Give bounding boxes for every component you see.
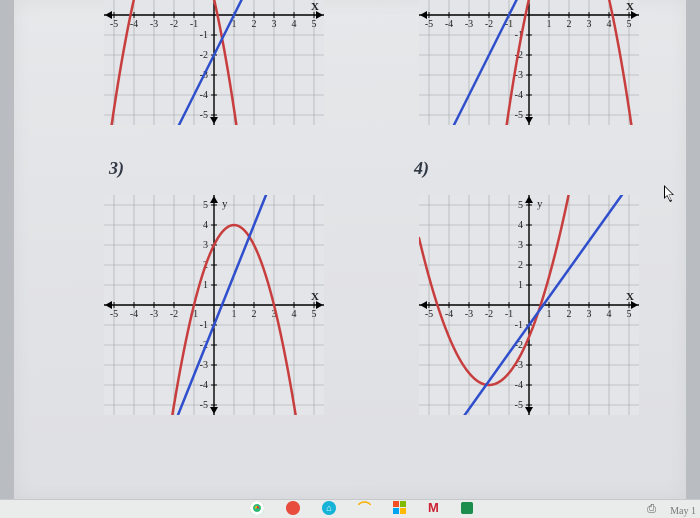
- svg-text:-5: -5: [110, 19, 118, 30]
- svg-text:3: 3: [272, 19, 277, 30]
- svg-text:X: X: [626, 291, 634, 303]
- svg-text:X: X: [311, 291, 319, 303]
- taskbar: ⌂ ⌒ M ⎙ May 1: [0, 499, 700, 518]
- svg-text:-2: -2: [485, 309, 493, 320]
- svg-text:-4: -4: [515, 380, 523, 391]
- taskbar-date: May 1: [670, 506, 696, 517]
- svg-text:-2: -2: [170, 309, 178, 320]
- chart-top-left: -5-4-3-2-112345-5-4-3-2-112345X: [104, 0, 324, 125]
- svg-text:2: 2: [567, 19, 572, 30]
- svg-text:5: 5: [203, 200, 208, 211]
- svg-text:-4: -4: [445, 19, 453, 30]
- svg-text:-3: -3: [465, 19, 473, 30]
- svg-text:4: 4: [292, 309, 297, 320]
- chart-top-right: -5-4-3-2-112345-5-4-3-2-112345X: [419, 0, 639, 125]
- svg-text:-4: -4: [200, 380, 208, 391]
- svg-text:-3: -3: [200, 360, 208, 371]
- svg-text:-5: -5: [515, 400, 523, 411]
- label-3: 3): [109, 158, 124, 179]
- cursor-icon: [664, 185, 678, 205]
- svg-text:-4: -4: [130, 309, 138, 320]
- svg-text:-3: -3: [150, 19, 158, 30]
- svg-text:-5: -5: [200, 400, 208, 411]
- svg-text:1: 1: [547, 309, 552, 320]
- app-icon-red[interactable]: [286, 501, 300, 515]
- svg-text:-1: -1: [200, 320, 208, 331]
- svg-text:5: 5: [627, 309, 632, 320]
- chart-bottom-right: -5-4-3-2-112345-5-4-3-2-112345Xy: [419, 195, 639, 415]
- svg-text:1: 1: [518, 280, 523, 291]
- svg-text:-4: -4: [130, 19, 138, 30]
- svg-text:5: 5: [312, 309, 317, 320]
- svg-text:-1: -1: [505, 309, 513, 320]
- label-4: 4): [414, 158, 429, 179]
- svg-text:4: 4: [607, 19, 612, 30]
- svg-text:1: 1: [547, 19, 552, 30]
- svg-text:5: 5: [627, 19, 632, 30]
- svg-text:4: 4: [203, 220, 208, 231]
- svg-text:-2: -2: [485, 19, 493, 30]
- svg-text:5: 5: [518, 200, 523, 211]
- tray-icon[interactable]: ⎙: [647, 503, 656, 516]
- svg-text:3: 3: [203, 240, 208, 251]
- svg-text:3: 3: [587, 309, 592, 320]
- svg-text:2: 2: [252, 19, 257, 30]
- svg-text:-5: -5: [110, 309, 118, 320]
- app-icon-teal[interactable]: ⌂: [322, 501, 336, 515]
- svg-text:X: X: [626, 1, 634, 13]
- arch-icon[interactable]: ⌒: [358, 498, 371, 517]
- svg-text:-1: -1: [515, 320, 523, 331]
- svg-text:-4: -4: [515, 90, 523, 101]
- svg-text:5: 5: [312, 19, 317, 30]
- svg-text:-1: -1: [190, 19, 198, 30]
- svg-text:-5: -5: [425, 19, 433, 30]
- svg-text:2: 2: [567, 309, 572, 320]
- svg-text:-4: -4: [200, 90, 208, 101]
- svg-text:4: 4: [607, 309, 612, 320]
- svg-text:3: 3: [518, 240, 523, 251]
- svg-text:-4: -4: [445, 309, 453, 320]
- svg-text:-3: -3: [465, 309, 473, 320]
- box-icon[interactable]: [461, 502, 473, 514]
- worksheet-page: -5 -4 -3 -2 -1 1 2 3 4 5 -5 -4 -3 -2 -1 1 2 3 4 5 X -5 -4 -3 -2…: [14, 0, 686, 500]
- svg-text:1: 1: [232, 309, 237, 320]
- svg-text:4: 4: [518, 220, 523, 231]
- chart-bottom-left: -5-4-3-2-112345-5-4-3-2-112345Xy: [104, 195, 324, 415]
- svg-text:-2: -2: [170, 19, 178, 30]
- svg-text:4: 4: [292, 19, 297, 30]
- svg-text:3: 3: [587, 19, 592, 30]
- svg-text:-5: -5: [425, 309, 433, 320]
- svg-text:2: 2: [252, 309, 257, 320]
- svg-text:y: y: [537, 198, 543, 210]
- svg-text:y: y: [222, 198, 228, 210]
- svg-text:1: 1: [203, 0, 208, 1]
- svg-text:-3: -3: [150, 309, 158, 320]
- chrome-icon[interactable]: [250, 501, 264, 515]
- svg-text:-2: -2: [200, 50, 208, 61]
- svg-text:-5: -5: [200, 110, 208, 121]
- winflag-icon[interactable]: [393, 501, 406, 514]
- svg-text:1: 1: [518, 0, 523, 1]
- svg-text:-1: -1: [200, 30, 208, 41]
- taskbar-icons: ⌂ ⌒ M: [250, 498, 473, 517]
- svg-text:-5: -5: [515, 110, 523, 121]
- svg-text:X: X: [311, 1, 319, 13]
- svg-text:1: 1: [203, 280, 208, 291]
- m-icon[interactable]: M: [428, 500, 439, 515]
- svg-text:2: 2: [518, 260, 523, 271]
